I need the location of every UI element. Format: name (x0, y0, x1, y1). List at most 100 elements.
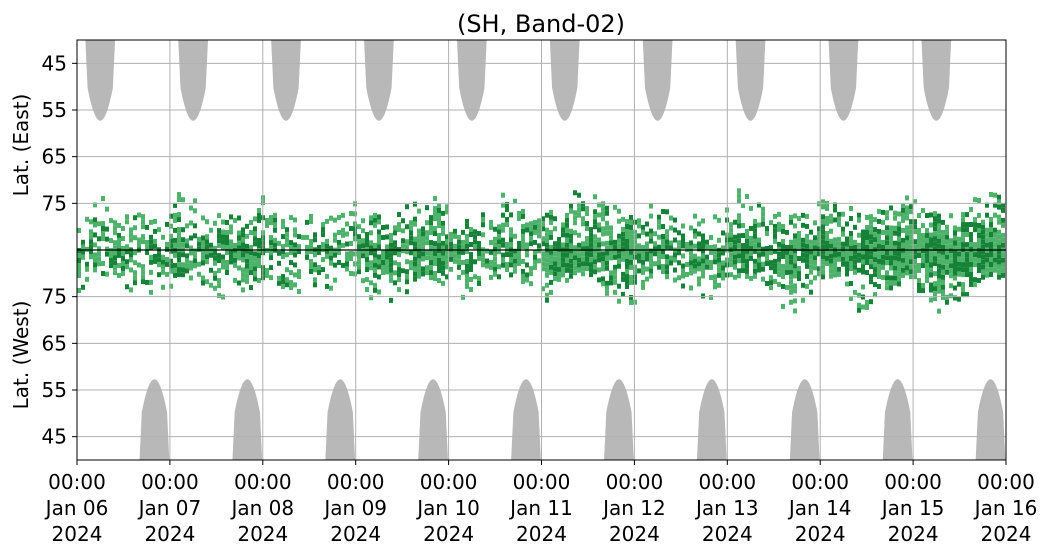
activity-cell-1663 (829, 218, 833, 224)
activity-cell-2172 (993, 202, 997, 208)
activity-cell-1308 (677, 260, 681, 266)
activity-cell-882 (509, 257, 513, 263)
activity-cell-594 (381, 265, 385, 270)
activity-cell-1688 (837, 241, 841, 247)
activity-cell-247 (205, 259, 209, 265)
activity-cell-1388 (717, 282, 721, 288)
activity-cell-232 (201, 215, 205, 221)
activity-cell-546 (365, 232, 369, 238)
activity-cell-1985 (933, 271, 937, 277)
activity-cell-927 (533, 224, 537, 230)
activity-cell-1387 (717, 272, 721, 278)
activity-cell-1585 (797, 266, 801, 272)
activity-cell-244 (205, 244, 209, 250)
activity-cell-1423 (733, 274, 737, 280)
activity-cell-813 (473, 274, 477, 280)
activity-cell-1691 (837, 256, 841, 262)
activity-cell-680 (421, 226, 425, 232)
activity-cell-1436 (737, 268, 741, 274)
activity-cell-734 (437, 263, 441, 269)
activity-cell-641 (405, 239, 409, 245)
activity-cell-2031 (945, 269, 949, 275)
activity-cell-188 (177, 242, 181, 248)
activity-cell-953 (545, 232, 549, 238)
activity-cell-2124 (977, 227, 981, 233)
activity-cell-1172 (621, 241, 625, 247)
activity-cell-485 (329, 245, 333, 251)
activity-cell-151 (161, 264, 165, 270)
activity-cell-1713 (849, 215, 853, 221)
activity-cell-868 (505, 217, 509, 223)
xtick-label-10-1: Jan 16 (973, 496, 1038, 520)
activity-cell-427 (289, 280, 293, 286)
ytick-label-east-1: 55 (42, 98, 67, 122)
activity-cell-1167 (617, 298, 621, 304)
activity-cell-1044 (577, 202, 581, 208)
activity-cell-172 (173, 217, 177, 223)
activity-cell-289 (225, 259, 229, 265)
activity-cell-1718 (849, 250, 853, 256)
xtick-label-0-1: Jan 06 (44, 496, 109, 520)
activity-cell-309 (237, 235, 241, 241)
activity-cell-820 (477, 280, 481, 286)
activity-cell-1489 (761, 221, 765, 227)
activity-cell-941 (541, 216, 545, 222)
activity-cell-1216 (633, 269, 637, 275)
activity-cell-625 (397, 227, 401, 233)
xtick-label-9-0: 00:00 (884, 470, 942, 494)
activity-cell-1376 (713, 259, 717, 265)
activity-cell-1970 (929, 272, 933, 278)
activity-cell-96 (129, 252, 133, 258)
activity-cell-709 (429, 275, 433, 281)
activity-cell-1329 (689, 265, 693, 271)
activity-cell-2061 (957, 246, 961, 252)
activity-cell-1751 (861, 264, 865, 270)
activity-cell-2174 (993, 227, 997, 233)
activity-cell-1497 (765, 245, 769, 251)
activity-cell-695 (425, 255, 429, 261)
activity-cell-356 (253, 276, 257, 282)
activity-cell-2196 (997, 269, 1001, 275)
activity-cell-1614 (809, 264, 813, 270)
activity-cell-1863 (897, 241, 901, 247)
activity-cell-812 (473, 259, 477, 265)
activity-cell-2065 (957, 266, 961, 272)
xtick-label-3-0: 00:00 (327, 470, 385, 494)
activity-cell-11 (81, 254, 85, 260)
activity-cell-1212 (633, 244, 637, 250)
activity-cell-613 (389, 277, 393, 283)
activity-cell-1913 (913, 199, 917, 205)
activity-cell-1686 (837, 221, 841, 227)
activity-cell-1235 (641, 269, 645, 275)
activity-cell-1870 (897, 276, 901, 282)
activity-cell-1129 (605, 245, 609, 251)
activity-cell-1617 (809, 289, 813, 295)
activity-cell-834 (489, 239, 493, 245)
activity-cell-1677 (833, 242, 837, 248)
activity-cell-750 (445, 209, 449, 215)
activity-cell-2137 (981, 234, 985, 240)
activity-cell-389 (269, 255, 273, 261)
activity-cell-716 (433, 241, 437, 247)
activity-cell-1791 (873, 267, 877, 273)
activity-cell-2003 (937, 278, 941, 284)
activity-cell-2193 (997, 254, 1001, 260)
activity-cell-307 (237, 215, 241, 221)
activity-cell-1355 (701, 258, 705, 264)
activity-cell-1541 (781, 303, 785, 309)
activity-cell-78 (121, 236, 125, 242)
activity-cell-845 (493, 261, 497, 267)
activity-cell-592 (381, 254, 385, 260)
activity-cell-1236 (641, 279, 645, 285)
activity-cell-438 (297, 234, 301, 240)
activity-cell-2204 (1001, 242, 1005, 248)
activity-cell-1339 (693, 268, 697, 274)
activity-cell-978 (553, 216, 557, 222)
activity-cell-1330 (689, 270, 693, 276)
activity-cell-1171 (621, 236, 625, 242)
activity-cell-1712 (849, 205, 853, 211)
activity-cell-1289 (665, 274, 669, 280)
activity-cell-1151 (613, 254, 617, 260)
activity-cell-1449 (745, 233, 749, 239)
activity-cell-1937 (921, 208, 925, 214)
